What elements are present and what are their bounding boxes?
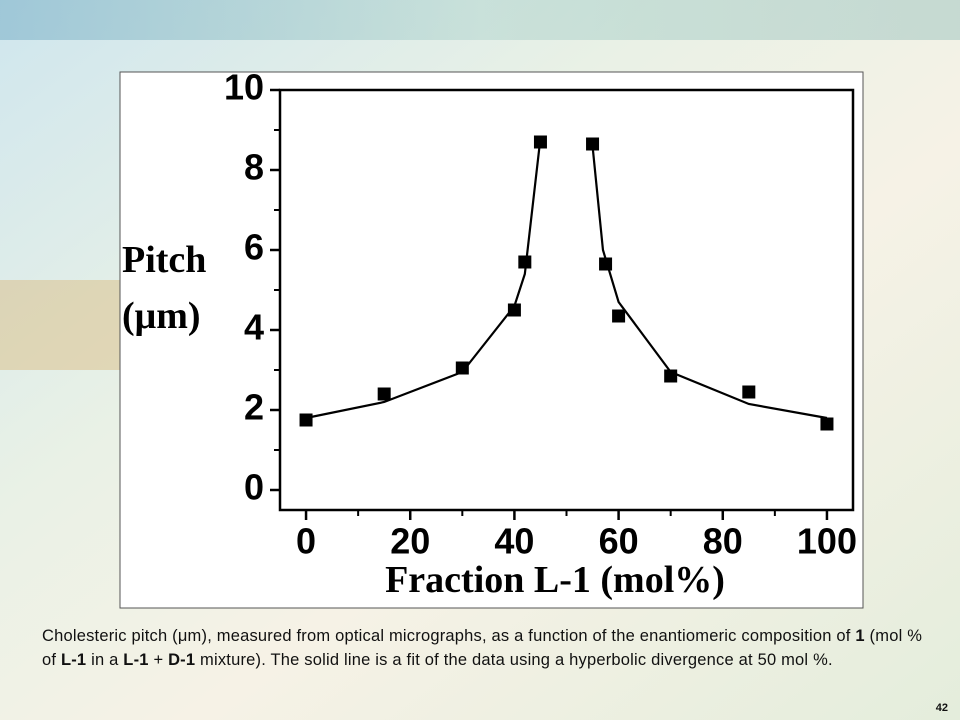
x-tick-label: 60 [599, 521, 639, 562]
y-tick-label: 8 [244, 147, 264, 188]
y-tick-label: 10 [224, 67, 264, 108]
data-point [377, 387, 391, 401]
caption-bold: L-1 [60, 651, 87, 669]
data-point [820, 417, 834, 431]
caption-text: Cholesteric pitch (μm), measured from op… [42, 627, 856, 645]
y-tick-label: 2 [244, 387, 264, 428]
data-point [518, 255, 532, 269]
y-axis-label: Pitch [122, 239, 206, 281]
data-point [742, 385, 756, 399]
x-axis-label: Fraction L-1 (mol%) [385, 559, 725, 601]
x-tick-label: 40 [494, 521, 534, 562]
fit-line [305, 137, 828, 420]
caption-text: mixture). The solid line is a fit of the… [195, 651, 833, 669]
data-point [586, 137, 600, 151]
x-tick-label: 0 [296, 521, 316, 562]
chart-panel [119, 71, 864, 609]
plot: 0 20 40 60 80 100 0 2 4 6 8 10 [224, 67, 857, 562]
x-tick-label: 20 [390, 521, 430, 562]
y-tick-label: 0 [244, 467, 264, 508]
data-point [299, 413, 313, 427]
caption: Cholesteric pitch (μm), measured from op… [42, 624, 932, 672]
slide-number: 42 [935, 702, 948, 714]
x-tick-label: 80 [703, 521, 743, 562]
caption-text: (mol % of [42, 627, 923, 669]
caption-text: in a [86, 651, 124, 669]
caption-bold: 1 [855, 627, 865, 645]
y-tick-label: 4 [244, 307, 264, 348]
y-tick-label: 6 [244, 227, 264, 268]
y-axis-label: (μm) [122, 295, 201, 337]
caption-bold: D-1 [168, 651, 196, 669]
top-band [0, 0, 960, 40]
x-tick-label: 100 [797, 521, 857, 562]
left-band [0, 280, 120, 370]
caption-bold: L-1 [123, 651, 149, 669]
data-point [455, 361, 469, 375]
data-point [612, 309, 626, 323]
data-point [507, 303, 521, 317]
caption-text: + [148, 651, 169, 669]
